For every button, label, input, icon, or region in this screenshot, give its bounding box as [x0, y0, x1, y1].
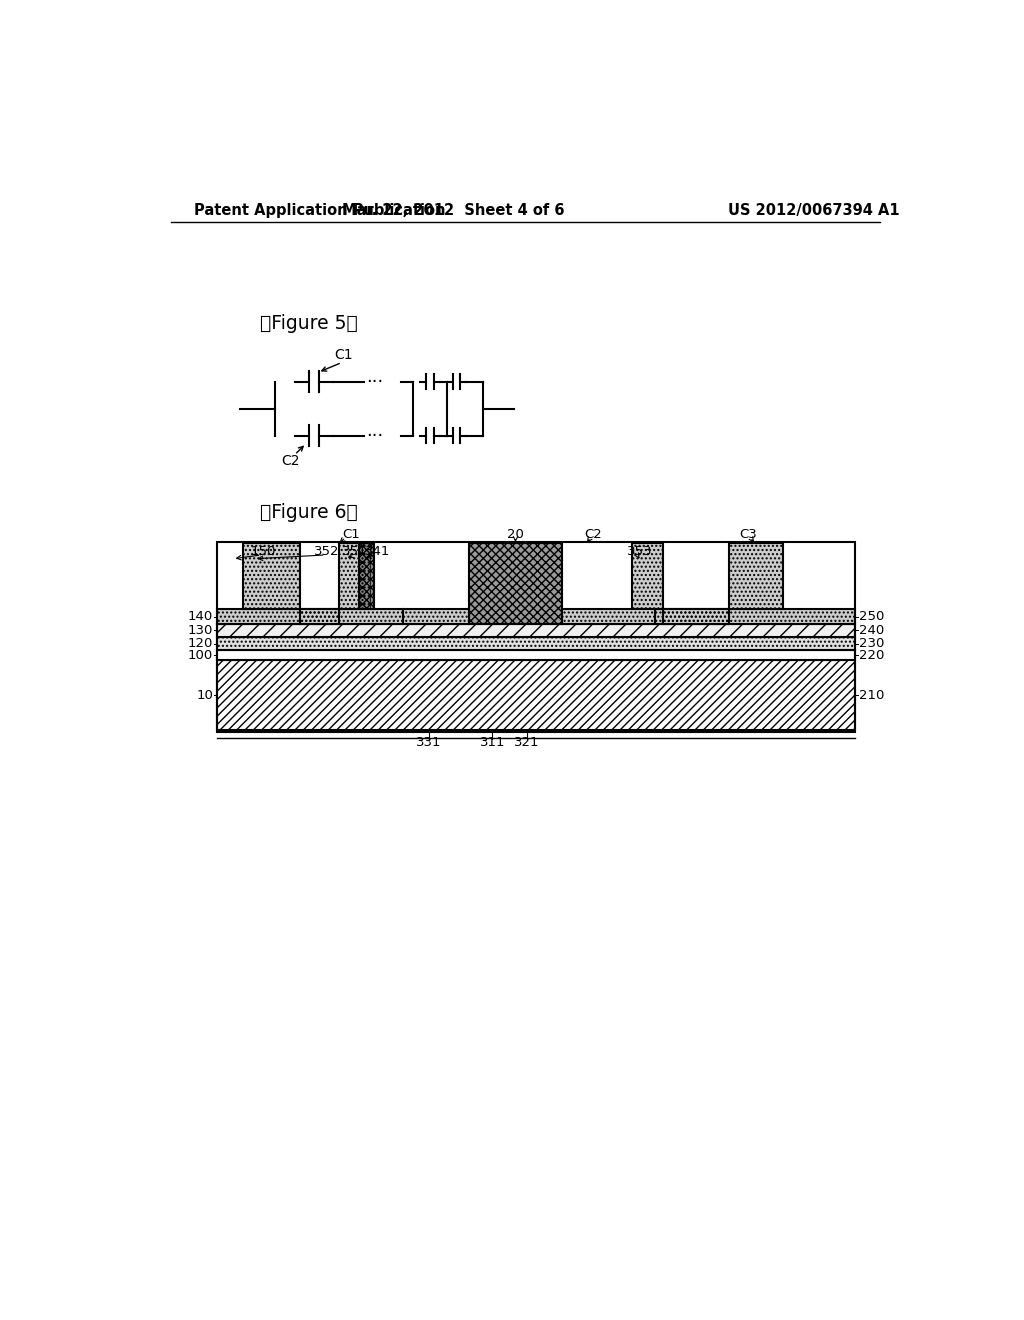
Text: Patent Application Publication: Patent Application Publication — [194, 203, 445, 218]
Text: C1: C1 — [334, 347, 352, 362]
Text: 353: 353 — [627, 545, 652, 557]
Text: 230: 230 — [859, 638, 884, 649]
Bar — [243, 544, 300, 609]
Text: C2: C2 — [584, 528, 602, 541]
Bar — [663, 609, 729, 624]
Text: 20: 20 — [507, 528, 524, 541]
Bar — [217, 609, 403, 624]
Text: 10: 10 — [197, 689, 213, 702]
Text: 220: 220 — [859, 648, 884, 661]
Text: 240: 240 — [859, 624, 884, 638]
Text: 【Figure 5】: 【Figure 5】 — [260, 314, 357, 334]
Text: 351: 351 — [342, 545, 367, 557]
Bar — [729, 544, 783, 609]
Text: 311: 311 — [479, 735, 505, 748]
Text: 130: 130 — [187, 624, 213, 638]
Text: Mar. 22, 2012  Sheet 4 of 6: Mar. 22, 2012 Sheet 4 of 6 — [342, 203, 565, 218]
Bar — [562, 609, 655, 624]
Text: 331: 331 — [416, 735, 441, 748]
Text: US 2012/0067394 A1: US 2012/0067394 A1 — [728, 203, 900, 218]
Text: 120: 120 — [187, 638, 213, 649]
Bar — [359, 544, 375, 609]
Text: C1: C1 — [342, 528, 360, 541]
Text: 321: 321 — [514, 735, 540, 748]
Bar — [339, 544, 370, 609]
Bar — [729, 544, 783, 609]
Bar — [217, 638, 855, 649]
Bar — [469, 544, 562, 624]
Bar — [217, 660, 855, 730]
Bar — [217, 638, 855, 649]
Bar — [655, 609, 855, 624]
Bar — [403, 609, 469, 624]
Text: 140: 140 — [188, 610, 213, 623]
Bar — [300, 609, 339, 624]
Bar — [663, 609, 729, 624]
Text: 100: 100 — [188, 648, 213, 661]
Bar — [632, 544, 663, 609]
Bar — [469, 544, 562, 624]
Text: 150: 150 — [251, 545, 276, 557]
Bar — [359, 544, 375, 609]
Bar — [300, 609, 339, 624]
Text: 352: 352 — [313, 545, 339, 557]
Bar — [339, 544, 370, 609]
Bar — [632, 544, 663, 609]
Text: ···: ··· — [366, 426, 383, 445]
Bar — [217, 543, 855, 733]
Bar — [243, 544, 300, 609]
Bar — [217, 660, 855, 730]
Text: 210: 210 — [859, 689, 884, 702]
Bar — [217, 624, 855, 638]
Bar — [655, 609, 855, 624]
Text: C3: C3 — [739, 528, 757, 541]
Text: 341: 341 — [365, 545, 390, 557]
Text: ···: ··· — [366, 372, 383, 391]
Text: C2: C2 — [282, 454, 300, 469]
Bar — [562, 609, 655, 624]
Bar — [217, 609, 403, 624]
Bar — [217, 624, 855, 638]
Bar — [403, 609, 469, 624]
Bar — [217, 649, 855, 660]
Text: 【Figure 6】: 【Figure 6】 — [260, 503, 357, 523]
Text: 250: 250 — [859, 610, 884, 623]
